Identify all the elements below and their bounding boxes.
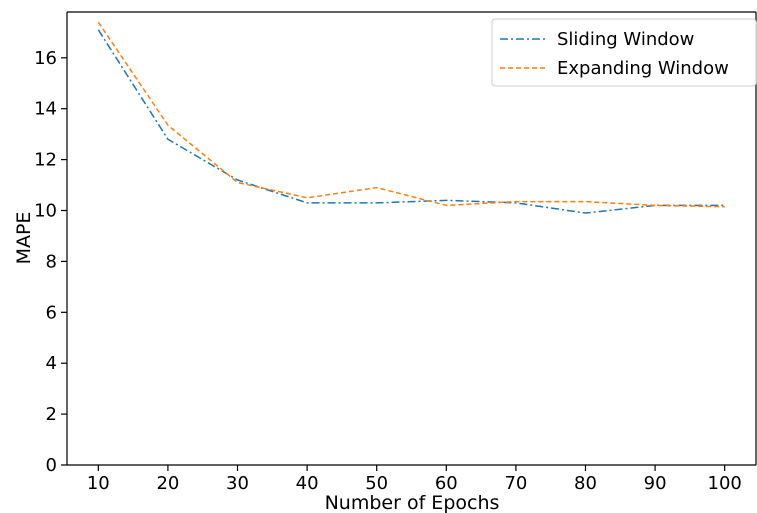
y-tick-label: 10 [34, 201, 57, 222]
x-tick-label: 50 [365, 473, 388, 494]
x-tick-label: 30 [226, 473, 249, 494]
x-tick-label: 80 [574, 473, 597, 494]
y-axis-label: MAPE [13, 212, 35, 265]
x-tick-label: 100 [708, 473, 742, 494]
x-tick-label: 90 [644, 473, 667, 494]
y-tick-label: 16 [34, 48, 57, 69]
x-tick-label: 10 [87, 473, 110, 494]
x-axis-ticks: 10 20 30 40 50 60 70 80 90 100 [87, 465, 742, 494]
series-line-sliding-window [97, 29, 725, 214]
x-tick-label: 70 [504, 473, 527, 494]
legend: Sliding Window Expanding Window [491, 18, 757, 87]
series-line-expanding-window [97, 21, 725, 208]
y-tick-label: 12 [34, 150, 57, 171]
y-tick-label: 6 [46, 302, 57, 323]
legend-frame [491, 18, 757, 87]
series-layer [97, 21, 725, 214]
y-tick-label: 14 [34, 99, 57, 120]
legend-label-sliding-window: Sliding Window [557, 29, 694, 50]
x-tick-label: 40 [296, 473, 319, 494]
y-tick-label: 0 [46, 455, 57, 476]
y-tick-label: 2 [46, 404, 57, 425]
y-tick-label: 8 [46, 251, 57, 272]
plot-area [66, 11, 757, 466]
legend-label-expanding-window: Expanding Window [557, 58, 729, 79]
y-tick-label: 4 [46, 353, 57, 374]
x-tick-label: 20 [156, 473, 179, 494]
x-axis-label: Number of Epochs [325, 492, 500, 513]
y-axis-ticks: 0 2 4 6 8 10 12 14 16 [34, 48, 67, 476]
x-tick-label: 60 [435, 473, 458, 494]
